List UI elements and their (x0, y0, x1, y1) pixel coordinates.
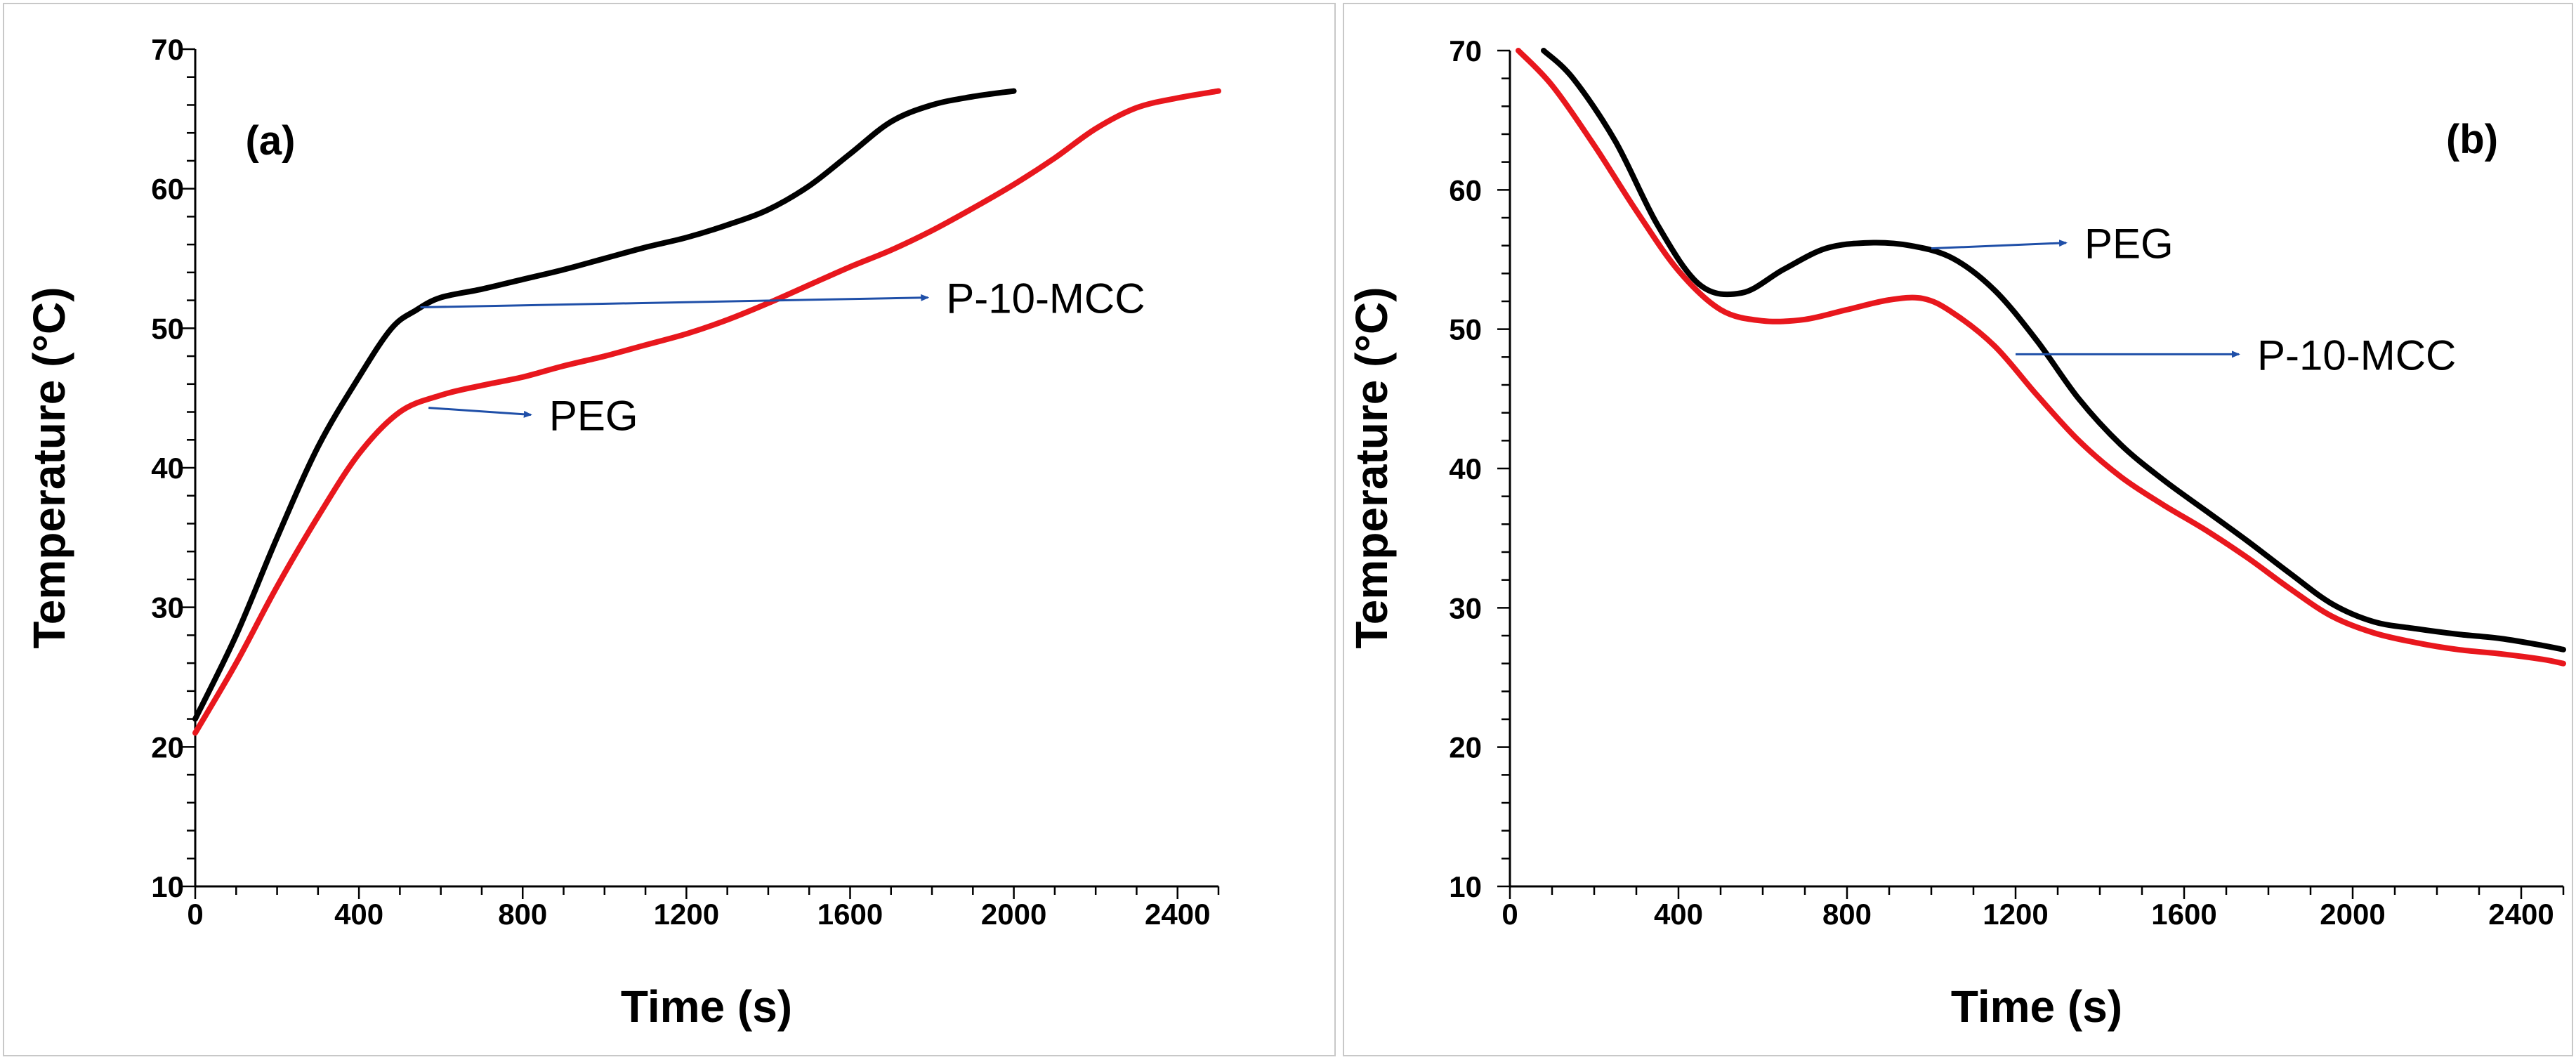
panel-b-y-tick-label: 60 (1449, 173, 1482, 206)
panel-a-y-tick-label: 40 (151, 452, 184, 485)
panel-a-frame (3, 3, 1336, 1056)
panel-a-x-axis-title: Time (s) (621, 981, 792, 1032)
panel-a-x-tick-label: 400 (334, 898, 383, 931)
panel-b-x-tick-label: 2400 (2488, 898, 2554, 931)
panel-b-annotation-p-10-mcc-label: P-10-MCC (2257, 332, 2456, 379)
panel-a-x-tick-label: 2400 (1145, 898, 1210, 931)
panel-a-x-tick-label: 1200 (654, 898, 719, 931)
panel-a-annotation-peg-label: PEG (549, 393, 638, 440)
panel-b-x-tick-label: 800 (1822, 898, 1872, 931)
panel-b-y-tick-label: 70 (1449, 34, 1482, 67)
panel-b-y-tick-label: 50 (1449, 313, 1482, 346)
panel-a-y-tick-label: 70 (151, 33, 184, 66)
panel-a-x-tick-label: 0 (187, 898, 203, 931)
panel-b-x-tick-label: 0 (1501, 898, 1518, 931)
panel-b-frame (1343, 3, 2573, 1056)
panel-b-y-tick-label: 30 (1449, 591, 1482, 624)
panel-a-series-p-10-mcc-line (192, 88, 1017, 722)
panel-a-annotation-p-10-mcc-label: P-10-MCC (946, 275, 1145, 322)
panel-a-y-tick-label: 50 (151, 312, 184, 345)
panel-a-y-tick-label: 60 (151, 173, 184, 206)
panel-a-annotation-peg-arrow (428, 407, 532, 418)
panel-a-x-tick-label: 800 (498, 898, 547, 931)
panel-a-x-tick-label: 1600 (817, 898, 883, 931)
panel-a-label: (a) (246, 118, 296, 164)
panel-a-y-tick-label: 30 (151, 591, 184, 624)
panel-b-y-tick-label: 40 (1449, 452, 1482, 485)
panel-b-annotation-peg-label: PEG (2084, 221, 2174, 268)
panel-a-y-tick-label: 20 (151, 730, 184, 763)
panel-a-series-peg-line (192, 88, 1221, 736)
panel-b-x-tick-label: 1600 (2151, 898, 2216, 931)
panel-b-series-peg-line (1541, 48, 2566, 653)
panel-b-y-axis-title: Temperature (°C) (1346, 287, 1397, 648)
panel-b-y-tick-label: 10 (1449, 870, 1482, 903)
panel-b-annotation-peg-arrow (1931, 240, 2068, 250)
panel-a-annotation-p-10-mcc-arrow (420, 294, 930, 309)
panel-b-y-tick-label: 20 (1449, 731, 1482, 764)
panel-b-x-tick-label: 1200 (1983, 898, 2048, 931)
panel-a-y-axis-title: Temperature (°C) (24, 287, 74, 648)
panel-b-label: (b) (2446, 117, 2498, 162)
panel-b-x-tick-label: 2000 (2320, 898, 2385, 931)
panel-a-y-tick-label: 10 (151, 870, 184, 903)
panel-b-x-axis-title: Time (s) (1951, 981, 2122, 1032)
panel-b-series-p-10-mcc-line (1516, 48, 2566, 667)
panel-a-x-tick-label: 2000 (981, 898, 1046, 931)
panel-b-x-tick-label: 400 (1654, 898, 1703, 931)
